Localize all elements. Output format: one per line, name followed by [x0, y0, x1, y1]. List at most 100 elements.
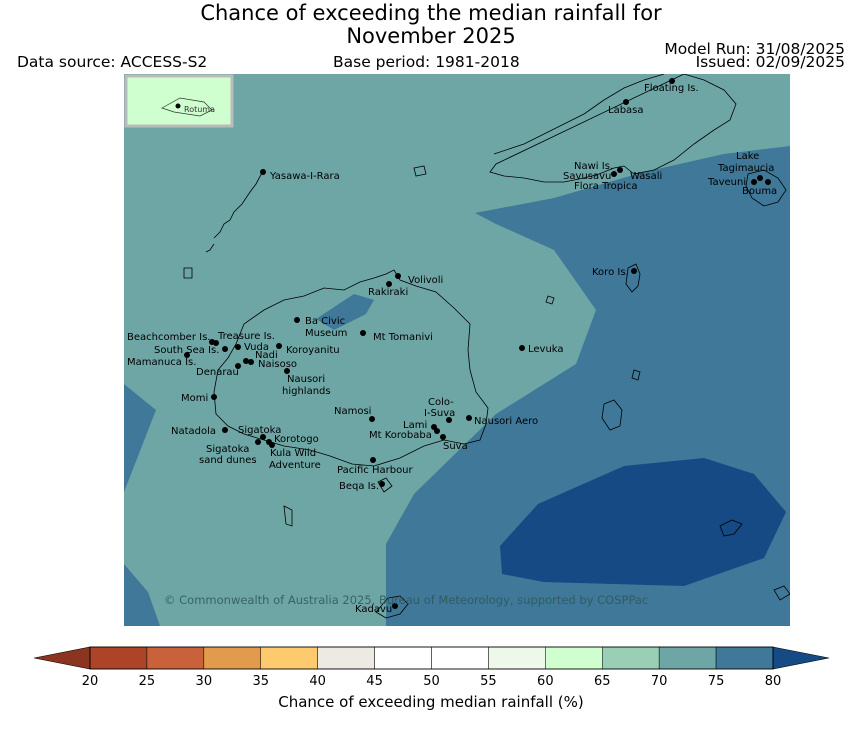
colorbar-tick-label: 50 — [423, 674, 440, 689]
dot-kadavu — [392, 603, 398, 609]
colorbar-tick-label: 20 — [82, 674, 99, 689]
colorbar-cell — [658, 646, 717, 670]
beqa-coast — [377, 477, 393, 493]
dot-kula — [269, 442, 275, 448]
label-beqa: Beqa Is. — [339, 481, 379, 492]
label-flora-tropica: Flora Tropica — [574, 181, 637, 192]
label-taveuni: Taveuni — [707, 177, 746, 188]
label-levuka: Levuka — [528, 344, 564, 355]
colorbar-tick-label: 75 — [708, 674, 725, 689]
label-namosi: Namosi — [334, 406, 371, 417]
label-suva: Suva — [443, 441, 468, 452]
label-bouma: Bouma — [742, 186, 777, 197]
dot-labasa — [623, 99, 629, 105]
label-naisoso: Naisoso — [258, 359, 297, 370]
dot-denarau — [235, 363, 241, 369]
colorbar-under-arrow — [33, 646, 91, 670]
label-sigatoka: Sigatoka — [238, 425, 281, 436]
dot-nawi — [617, 167, 623, 173]
zone-70-75-central — [316, 294, 374, 330]
label-sand-dunes: sand dunes — [199, 455, 257, 466]
label-tomanivi: Mt Tomanivi — [373, 332, 433, 343]
zone-70-75-southwest — [124, 564, 160, 626]
label-mt-korobaba: Mt Korobaba — [369, 430, 432, 441]
colorbar-cells — [89, 646, 774, 670]
colorbar-cell — [602, 646, 660, 670]
dot-naisoso — [248, 359, 254, 365]
label-beachcomber: Beachcomber Is. — [127, 332, 210, 343]
label-adventure: Adventure — [269, 460, 321, 471]
label-highlands: highlands — [282, 386, 331, 397]
small-island-1 — [413, 165, 427, 177]
dot-pacific-harbour — [370, 457, 376, 463]
chart-title: Chance of exceeding the median rainfall … — [0, 2, 862, 48]
colorbar-tick-label: 45 — [366, 674, 383, 689]
dot-bouma — [765, 179, 771, 185]
label-lami: Lami — [403, 420, 427, 431]
colorbar-tick-label: 35 — [252, 674, 269, 689]
dot-mamanuca — [184, 352, 190, 358]
label-nausori-aero: Nausori Aero — [474, 416, 538, 427]
colorbar-over-arrow — [772, 646, 830, 670]
label-korotogo: Korotogo — [274, 434, 319, 445]
colorbar-tick-label: 55 — [480, 674, 497, 689]
label-lake: Lake — [736, 151, 759, 162]
dot-sigatoka-dunes — [255, 439, 261, 445]
vanua-levu-coast — [489, 74, 737, 183]
dot-savusavu — [611, 171, 617, 177]
lau-island-3 — [773, 585, 790, 601]
dot-vuda — [235, 344, 241, 350]
label-south-sea: South Sea Is. — [154, 345, 219, 356]
label-sigatoka-2: Sigatoka — [206, 444, 249, 455]
dot-floating-is — [669, 78, 675, 84]
colorbar-tick-label: 80 — [765, 674, 782, 689]
small-island-3 — [283, 505, 293, 527]
colorbar-cell — [488, 646, 546, 670]
colorbar-cell — [203, 646, 261, 670]
label-vuda: Vuda — [244, 342, 269, 353]
zone-70-75-west — [124, 384, 156, 492]
label-nausori: Nausori — [287, 374, 325, 385]
colorbar-tick-label: 65 — [594, 674, 611, 689]
small-island-4 — [545, 295, 555, 305]
kadavu-coast — [375, 595, 409, 619]
label-pacific-harbour: Pacific Harbour — [337, 465, 414, 476]
label-natadola: Natadola — [171, 426, 216, 437]
colorbar-title: Chance of exceeding median rainfall (%) — [278, 693, 584, 711]
koro-coast — [625, 263, 641, 293]
dot-nausori-hl — [284, 368, 290, 374]
rainfall-map: Rotuma — [124, 74, 790, 626]
label-floating-is: Floating Is. — [644, 83, 699, 94]
taveuni-coast — [745, 169, 787, 207]
dot-namosi — [369, 416, 375, 422]
colorbar-ticks: 20 25 30 35 40 45 50 55 60 65 70 75 80 — [82, 674, 782, 689]
colorbar-tick-label: 25 — [139, 674, 156, 689]
label-savusavu: Savusavu — [563, 171, 611, 182]
dot-yasawa — [260, 169, 266, 175]
colorbar-cell — [317, 646, 375, 670]
colorbar-cell — [146, 646, 205, 670]
label-labasa: Labasa — [608, 105, 644, 116]
dot-south-sea — [222, 346, 228, 352]
label-koro: Koro Is. — [592, 267, 629, 278]
dot-koroyanitu — [276, 343, 282, 349]
label-rakiraki: Rakiraki — [368, 287, 408, 298]
label-tagimaucia: Tagimaucia — [717, 163, 774, 174]
dot-ba — [294, 317, 300, 323]
copyright-note: © Commonwealth of Australia 2025, Bureau… — [164, 593, 648, 607]
colorbar-frame — [89, 646, 774, 670]
colorbar-tick-label: 40 — [309, 674, 326, 689]
colorbar-cell — [545, 646, 603, 670]
colorbar-cell — [374, 646, 432, 670]
label-denarau: Denarau — [196, 367, 239, 378]
place-markers: Floating Is. Labasa Yasawa-I-Rara Nawi I… — [127, 78, 777, 615]
issued-label: Issued: 02/09/2025 — [695, 53, 845, 71]
label-wasali: Wasali — [630, 171, 662, 182]
colorbar-tick-label: 30 — [196, 674, 213, 689]
model-run-label: Model Run: 31/08/2025 — [664, 40, 845, 58]
label-yasawa: Yasawa-I-Rara — [269, 171, 340, 182]
lau-island-1 — [601, 399, 623, 431]
small-island-2 — [183, 267, 193, 279]
label-kadavu: Kadavu — [355, 604, 392, 615]
dot-momi — [211, 394, 217, 400]
